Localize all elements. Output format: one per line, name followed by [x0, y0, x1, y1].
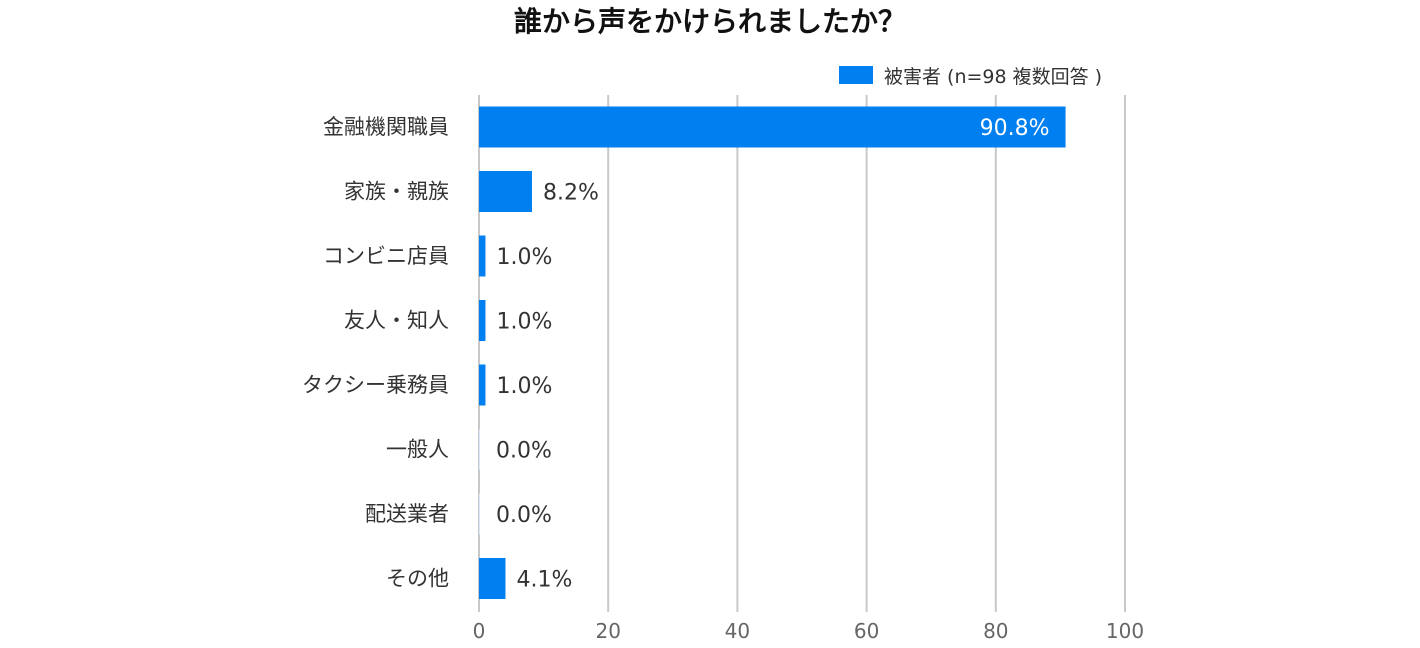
bars	[479, 106, 1066, 599]
data-label: 0.0%	[496, 503, 552, 528]
bar	[479, 364, 486, 406]
legend-swatch	[839, 66, 873, 84]
x-tick-label: 20	[595, 619, 620, 643]
bar	[479, 493, 480, 535]
data-label: 4.1%	[516, 568, 572, 593]
bar	[479, 171, 532, 212]
x-tick-label: 80	[983, 619, 1008, 643]
category-label: タクシー乗務員	[302, 373, 449, 397]
data-label: 1.0%	[496, 310, 552, 335]
bar	[479, 558, 506, 599]
category-label: 家族・親族	[344, 180, 449, 204]
data-label: 90.8%	[980, 116, 1050, 141]
category-label: 配送業者	[365, 502, 449, 526]
data-labels: 90.8% 8.2% 1.0% 1.0% 1.0% 0.0% 0.0% 4.1%	[496, 116, 1050, 593]
data-label: 1.0%	[496, 374, 552, 399]
category-label: その他	[386, 567, 449, 591]
x-tick-label: 40	[725, 619, 750, 643]
x-tick-label: 0	[473, 619, 486, 643]
bar	[479, 300, 486, 341]
category-label: 一般人	[386, 438, 449, 462]
chart-title: 誰から声をかけられましたか？	[514, 5, 906, 38]
x-tick-label: 60	[854, 619, 879, 643]
category-label: 友人・知人	[344, 309, 449, 333]
data-label: 8.2%	[543, 181, 599, 206]
data-label: 0.0%	[496, 439, 552, 464]
legend: 被害者 (n=98 複数回答 )	[839, 66, 1102, 88]
bar	[479, 235, 486, 277]
bar	[479, 106, 1066, 148]
grid-lines	[478, 95, 1126, 612]
category-label: 金融機関職員	[323, 115, 449, 139]
data-label: 1.0%	[496, 245, 552, 270]
x-tick-label: 100	[1106, 619, 1144, 643]
legend-label: 被害者 (n=98 複数回答 )	[884, 66, 1102, 88]
x-axis-tick-labels: 0 20 40 60 80 100	[473, 619, 1144, 643]
bar	[479, 429, 480, 470]
category-label: コンビニ店員	[323, 244, 449, 268]
